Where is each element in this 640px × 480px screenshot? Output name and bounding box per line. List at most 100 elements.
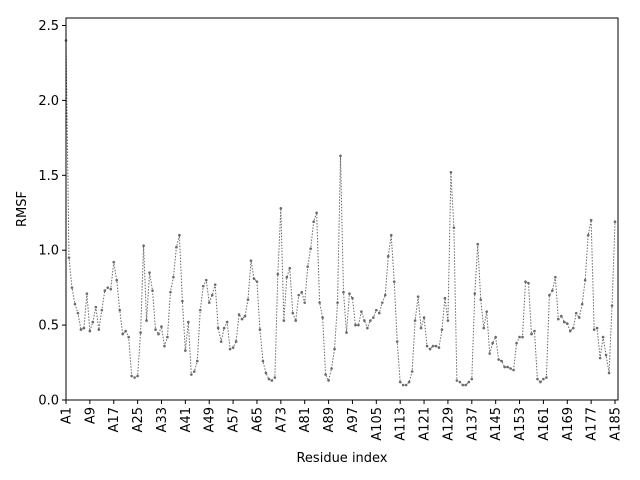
data-point: [181, 299, 184, 303]
data-point: [306, 265, 309, 268]
data-point: [434, 344, 438, 348]
data-point: [392, 280, 396, 283]
data-point: [187, 320, 190, 324]
data-point: [509, 367, 512, 370]
data-point: [303, 301, 307, 304]
data-point: [318, 301, 321, 304]
data-point: [506, 365, 509, 369]
data-point: [422, 316, 426, 319]
x-tick-label: A65: [250, 407, 265, 432]
data-point: [401, 383, 405, 387]
data-point: [363, 319, 366, 322]
data-point: [369, 319, 372, 322]
data-point: [568, 329, 572, 333]
y-tick-label: 0.0: [38, 394, 59, 409]
data-point: [592, 328, 596, 331]
x-tick-label: A97: [346, 407, 361, 432]
data-point: [407, 380, 411, 384]
data-point: [586, 233, 590, 237]
x-tick-label: A137: [465, 407, 480, 441]
y-tick-label: 2.5: [38, 19, 59, 34]
data-point: [100, 308, 104, 312]
data-point: [258, 328, 262, 331]
data-point: [410, 370, 414, 373]
y-axis-ticks: 0.0 0.5 1.0 1.5 2.0 2.5: [38, 19, 66, 409]
data-point: [246, 298, 250, 301]
data-point: [157, 332, 160, 336]
data-point: [315, 211, 318, 215]
data-point: [416, 295, 420, 298]
data-point: [551, 289, 554, 292]
data-point: [377, 311, 381, 315]
data-point: [533, 329, 536, 333]
y-tick-label: 2.0: [38, 94, 59, 109]
data-point: [380, 301, 384, 304]
data-point: [178, 233, 181, 237]
data-point: [193, 370, 196, 373]
data-point: [554, 275, 557, 279]
data-point: [88, 329, 92, 333]
data-point: [330, 367, 333, 370]
data-point: [542, 377, 545, 381]
data-point: [375, 308, 378, 312]
data-point: [124, 329, 127, 333]
y-tick-label: 0.5: [38, 319, 59, 334]
data-point: [467, 380, 471, 384]
data-point: [383, 293, 387, 297]
x-tick-label: A25: [131, 407, 146, 432]
data-point: [557, 317, 560, 321]
data-point: [249, 259, 253, 262]
data-point: [574, 311, 578, 315]
data-point: [324, 373, 327, 376]
data-point: [118, 308, 122, 312]
y-tick-label: 1.5: [38, 169, 59, 184]
data-point: [148, 271, 151, 274]
x-tick-label: A145: [489, 407, 504, 441]
data-point: [515, 341, 518, 345]
data-point: [225, 320, 229, 324]
data-point: [577, 316, 581, 319]
data-point: [530, 332, 533, 336]
data-point: [79, 328, 83, 331]
data-point: [536, 377, 539, 381]
x-tick-label: A89: [322, 407, 337, 432]
data-point: [175, 245, 178, 249]
data-point: [240, 317, 244, 321]
data-point: [255, 280, 259, 283]
data-point: [500, 359, 503, 363]
data-point: [580, 302, 584, 306]
data-point: [142, 244, 145, 248]
series-marks: [64, 39, 617, 387]
data-point: [488, 352, 491, 355]
data-point: [213, 283, 217, 286]
data-point: [366, 326, 369, 330]
data-point: [482, 326, 486, 330]
data-point: [145, 319, 148, 322]
data-point: [115, 278, 119, 282]
data-point: [288, 266, 292, 270]
data-point: [267, 377, 271, 381]
data-point: [452, 226, 456, 230]
data-point: [312, 220, 315, 224]
data-point: [565, 322, 569, 325]
data-point: [601, 335, 605, 339]
data-point: [518, 335, 521, 339]
data-point: [333, 347, 336, 351]
data-point: [234, 340, 238, 343]
data-point: [198, 308, 202, 312]
data-point: [589, 218, 593, 222]
data-point: [139, 331, 142, 334]
data-point: [464, 383, 468, 387]
data-point: [395, 340, 399, 343]
data-point: [342, 290, 345, 294]
data-point: [339, 154, 342, 158]
x-axis-label: Residue index: [296, 451, 387, 466]
data-point: [106, 286, 110, 289]
data-point: [70, 286, 74, 289]
data-point: [613, 220, 617, 224]
data-point: [321, 316, 324, 319]
data-point: [231, 346, 235, 349]
data-point: [195, 359, 199, 363]
data-point: [279, 206, 283, 210]
x-tick-label: A129: [441, 407, 456, 441]
